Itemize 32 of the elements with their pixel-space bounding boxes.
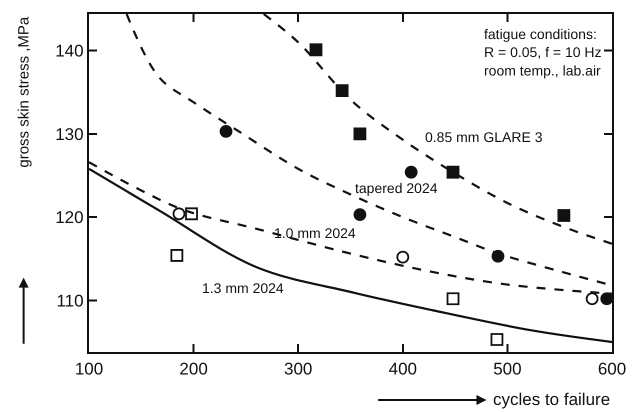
x-axis-title: cycles to failure <box>493 390 610 409</box>
point <box>446 166 460 179</box>
y-axis-title: gross skin stress ,MPa <box>16 16 33 168</box>
point <box>446 292 460 306</box>
point <box>310 43 322 56</box>
point <box>492 250 504 263</box>
point <box>220 124 232 138</box>
point <box>557 209 570 222</box>
point <box>354 208 366 222</box>
x-tick-label: 400 <box>388 359 417 378</box>
point <box>170 249 184 262</box>
y-tick-label: 110 <box>56 291 84 310</box>
point <box>396 250 410 264</box>
point <box>586 292 599 306</box>
point <box>404 166 418 179</box>
x-tick-label: 600 <box>598 359 626 378</box>
x-tick-label: 100 <box>74 359 104 378</box>
annotation: 1.3 mm 2024 <box>202 280 284 296</box>
annotation: 0.85 mm GLARE 3 <box>425 129 543 145</box>
x-tick-label: 200 <box>179 359 208 378</box>
point <box>185 207 198 220</box>
point <box>172 207 186 220</box>
y-tick-label: 130 <box>55 124 84 144</box>
annotation: fatigue conditions: R = 0.05, f = 10 Hz room temp., lab.air <box>484 26 602 78</box>
y-tick-label: 140 <box>55 42 84 61</box>
point <box>336 84 349 97</box>
point <box>490 333 504 346</box>
x-tick-label: 500 <box>493 359 522 378</box>
y-tick-label: 120 <box>55 208 84 228</box>
x-tick-label: 300 <box>284 359 312 378</box>
annotation: tapered 2024 <box>355 180 438 196</box>
point <box>354 127 366 140</box>
